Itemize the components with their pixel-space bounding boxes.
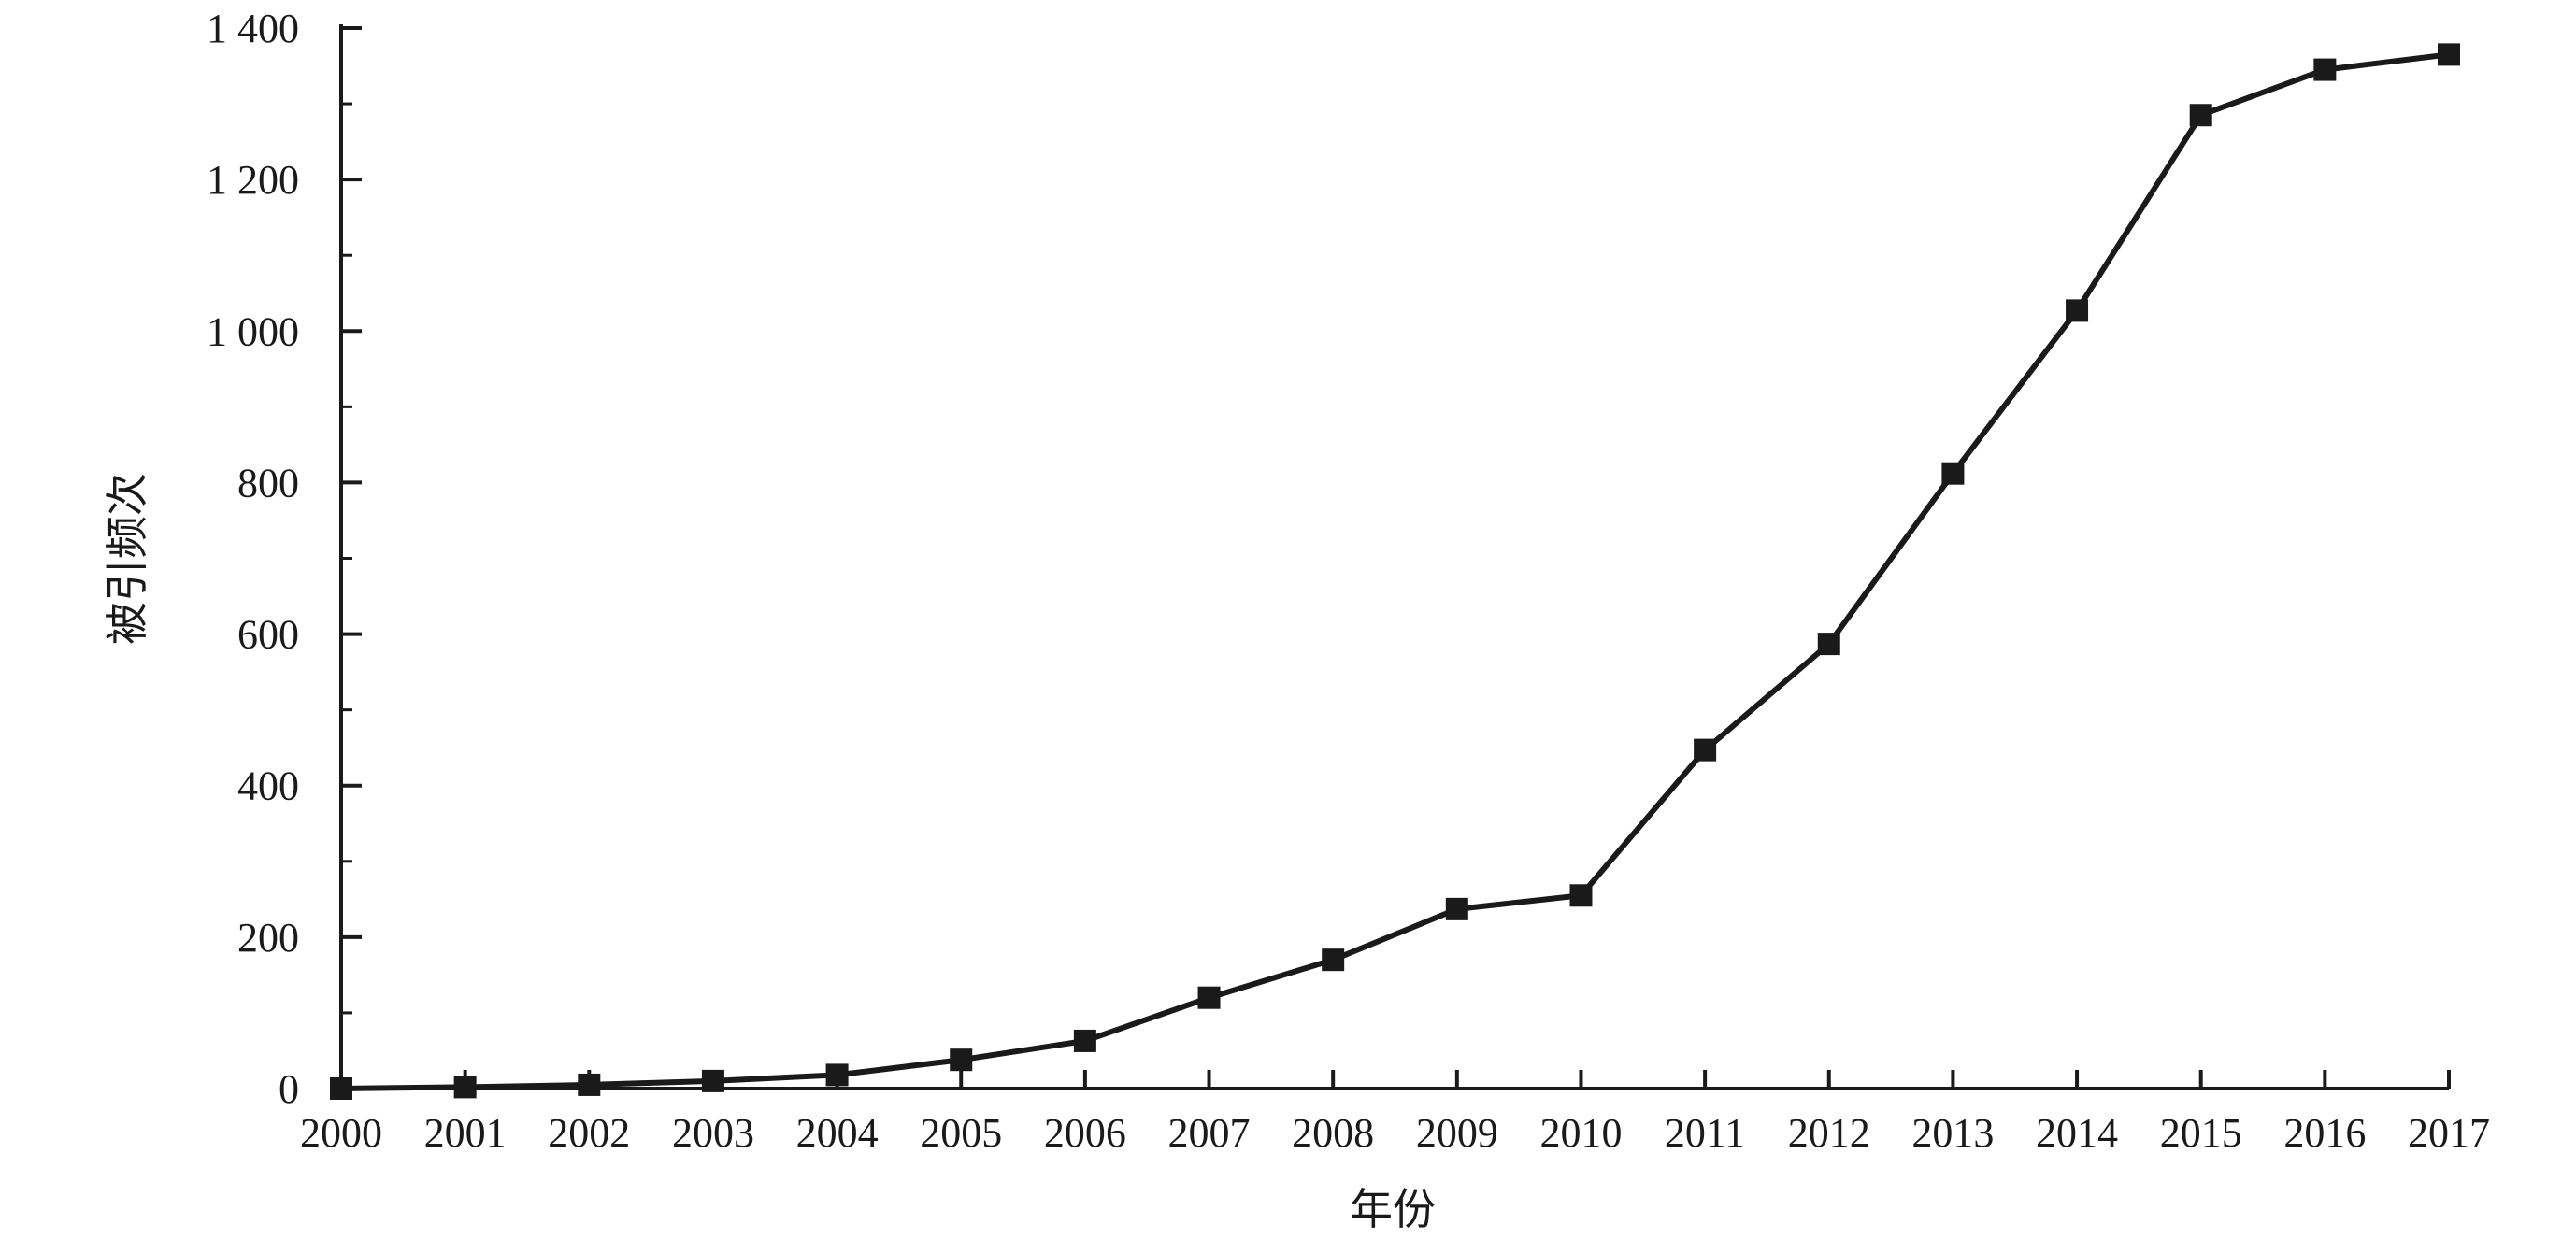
y-tick-label: 600 (237, 612, 299, 658)
data-point-marker (2313, 58, 2337, 81)
data-point-marker (1197, 986, 1221, 1009)
x-tick-label: 2006 (1044, 1110, 1126, 1156)
y-tick-label: 1 000 (207, 308, 299, 354)
x-tick-label: 2003 (672, 1110, 754, 1156)
data-point-marker (701, 1069, 724, 1092)
y-tick-label: 1 400 (207, 6, 299, 51)
y-axis-title: 被引频次 (102, 473, 152, 645)
y-tick-label: 1 200 (207, 157, 299, 203)
data-point-marker (578, 1073, 601, 1096)
data-point-marker (1941, 462, 1965, 485)
x-tick-label: 2016 (2283, 1110, 2366, 1156)
x-tick-label: 2017 (2408, 1110, 2490, 1156)
data-point-marker (825, 1063, 849, 1087)
y-tick-label: 200 (237, 915, 299, 961)
x-tick-label: 2012 (1788, 1110, 1870, 1156)
x-tick-label: 2014 (2036, 1110, 2118, 1156)
series-layer (330, 43, 2460, 1100)
x-tick-label: 2011 (1665, 1110, 1745, 1156)
x-tick-label: 2005 (920, 1110, 1002, 1156)
data-point-marker (330, 1077, 352, 1100)
x-tick-label: 2000 (300, 1110, 382, 1156)
axes (339, 24, 2449, 1090)
y-tick-label: 0 (279, 1066, 299, 1112)
data-point-marker (1569, 884, 1593, 907)
y-tick-label: 800 (237, 460, 299, 506)
x-axis-title: 年份 (1350, 1184, 1436, 1234)
x-tick-label: 2007 (1168, 1110, 1251, 1156)
x-tick-label: 2009 (1416, 1110, 1498, 1156)
series-line (340, 51, 2450, 1091)
data-point-marker (1322, 948, 1345, 972)
data-point-marker (2438, 43, 2460, 66)
data-point-marker (2189, 104, 2212, 127)
y-axis-ticks: 0 200 400 600 800 1 000 1 200 1 400 (207, 6, 362, 1112)
x-tick-label: 2010 (1539, 1110, 1622, 1156)
data-point-marker (1817, 633, 1840, 656)
data-point-marker (2066, 299, 2089, 322)
x-tick-label: 2008 (1292, 1110, 1374, 1156)
x-tick-label: 2002 (548, 1110, 630, 1156)
x-axis-ticks: 2000 2001 2002 2003 2004 2005 2006 2007 2008 2009… (300, 1070, 2490, 1156)
x-tick-label: 2004 (796, 1110, 879, 1156)
x-tick-label: 2013 (1911, 1110, 1994, 1156)
y-tick-label: 400 (237, 763, 299, 809)
data-point-marker (1694, 738, 1717, 762)
data-point-marker (1073, 1029, 1096, 1052)
x-tick-label: 2015 (2160, 1110, 2242, 1156)
data-point-marker (1445, 897, 1468, 920)
x-tick-label: 2001 (424, 1110, 507, 1156)
data-point-marker (950, 1048, 973, 1072)
data-point-marker (453, 1076, 477, 1099)
